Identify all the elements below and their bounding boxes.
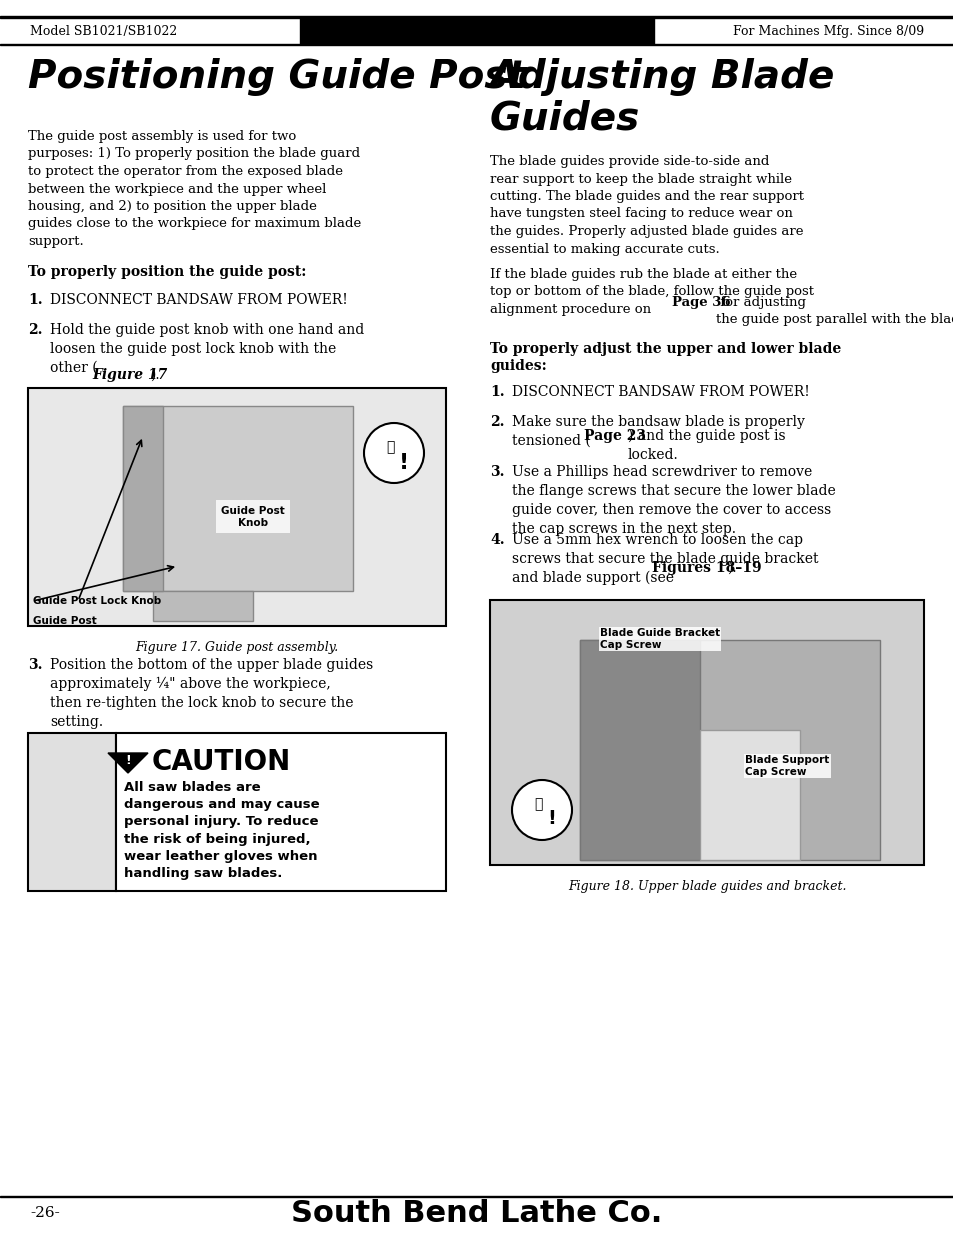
Text: To properly position the guide post:: To properly position the guide post: <box>28 266 306 279</box>
Text: To properly adjust the upper and lower blade
guides:: To properly adjust the upper and lower b… <box>490 342 841 373</box>
Bar <box>579 640 879 860</box>
Text: Guide Post
Knob: Guide Post Knob <box>221 506 285 527</box>
Text: DISCONNECT BANDSAW FROM POWER!: DISCONNECT BANDSAW FROM POWER! <box>50 293 348 308</box>
Bar <box>28 734 116 890</box>
Bar <box>299 19 654 44</box>
Bar <box>123 406 163 592</box>
Text: Guide Post Lock Knob: Guide Post Lock Knob <box>33 597 161 606</box>
Text: 2.: 2. <box>490 415 504 429</box>
Text: !: ! <box>125 755 131 767</box>
Text: Adjusting Blade
Guides: Adjusting Blade Guides <box>490 58 835 137</box>
Text: Figure 18. Upper blade guides and bracket.: Figure 18. Upper blade guides and bracke… <box>567 881 845 893</box>
Text: 3.: 3. <box>28 658 43 672</box>
Text: Use a Phillips head screwdriver to remove
the flange screws that secure the lowe: Use a Phillips head screwdriver to remov… <box>512 466 835 536</box>
Text: CAUTION: CAUTION <box>152 748 291 776</box>
Text: Use a 5mm hex wrench to loosen the cap
screws that secure the blade guide bracke: Use a 5mm hex wrench to loosen the cap s… <box>512 534 818 585</box>
Text: -26-: -26- <box>30 1207 60 1220</box>
Bar <box>116 734 446 890</box>
Text: Model SB1021/SB1022: Model SB1021/SB1022 <box>30 25 177 37</box>
Text: O P E R A T I O N: O P E R A T I O N <box>416 25 537 37</box>
Text: Blade Support
Cap Screw: Blade Support Cap Screw <box>744 755 828 777</box>
Bar <box>579 640 700 860</box>
Text: ) and the guide post is
locked.: ) and the guide post is locked. <box>627 429 785 462</box>
Bar <box>700 730 800 860</box>
Text: Guide Post: Guide Post <box>33 616 96 626</box>
Text: The guide post assembly is used for two
purposes: 1) To properly position the bl: The guide post assembly is used for two … <box>28 130 361 248</box>
Text: Figure 17: Figure 17 <box>91 368 167 382</box>
Text: Figures 18–19: Figures 18–19 <box>651 561 760 576</box>
Bar <box>0 16 953 19</box>
Text: 4.: 4. <box>490 534 504 547</box>
Text: ).: ). <box>726 561 736 576</box>
Text: Position the bottom of the upper blade guides
approximately ¼" above the workpie: Position the bottom of the upper blade g… <box>50 658 373 729</box>
Circle shape <box>512 781 572 840</box>
Text: 2.: 2. <box>28 324 43 337</box>
Text: Hold the guide post knob with one hand and
loosen the guide post lock knob with : Hold the guide post knob with one hand a… <box>50 324 364 375</box>
Bar <box>490 600 923 864</box>
Text: for adjusting
the guide post parallel with the blade.: for adjusting the guide post parallel wi… <box>716 296 953 326</box>
Bar <box>152 592 253 621</box>
Text: Figure 17. Guide post assembly.: Figure 17. Guide post assembly. <box>135 641 338 655</box>
Text: Positioning Guide Post: Positioning Guide Post <box>28 58 525 96</box>
Text: All saw blades are
dangerous and may cause
personal injury. To reduce
the risk o: All saw blades are dangerous and may cau… <box>124 781 319 881</box>
Text: !: ! <box>547 809 556 827</box>
Bar <box>123 406 353 592</box>
Text: ⓤ: ⓤ <box>534 797 541 811</box>
Text: 1.: 1. <box>490 385 504 399</box>
Bar <box>28 388 446 626</box>
Polygon shape <box>108 753 148 773</box>
Text: For Machines Mfg. Since 8/09: For Machines Mfg. Since 8/09 <box>732 25 923 37</box>
Text: If the blade guides rub the blade at either the
top or bottom of the blade, foll: If the blade guides rub the blade at eit… <box>490 268 813 316</box>
Text: Make sure the bandsaw blade is properly
tensioned (: Make sure the bandsaw blade is properly … <box>512 415 804 448</box>
Text: Page 23: Page 23 <box>583 429 645 443</box>
Text: DISCONNECT BANDSAW FROM POWER!: DISCONNECT BANDSAW FROM POWER! <box>512 385 809 399</box>
Text: 1.: 1. <box>28 293 43 308</box>
Text: ).: ). <box>150 368 159 382</box>
Text: 3.: 3. <box>490 466 504 479</box>
Text: The blade guides provide side-to-side and
rear support to keep the blade straigh: The blade guides provide side-to-side an… <box>490 156 803 256</box>
Text: Page 36: Page 36 <box>671 296 730 309</box>
Text: South Bend Lathe Co.: South Bend Lathe Co. <box>291 1198 662 1228</box>
Circle shape <box>364 424 423 483</box>
Bar <box>0 1195 953 1197</box>
Bar <box>0 43 953 44</box>
Text: ⓤ: ⓤ <box>385 440 394 454</box>
Text: !: ! <box>398 453 409 473</box>
Text: Blade Guide Bracket
Cap Screw: Blade Guide Bracket Cap Screw <box>599 629 720 650</box>
